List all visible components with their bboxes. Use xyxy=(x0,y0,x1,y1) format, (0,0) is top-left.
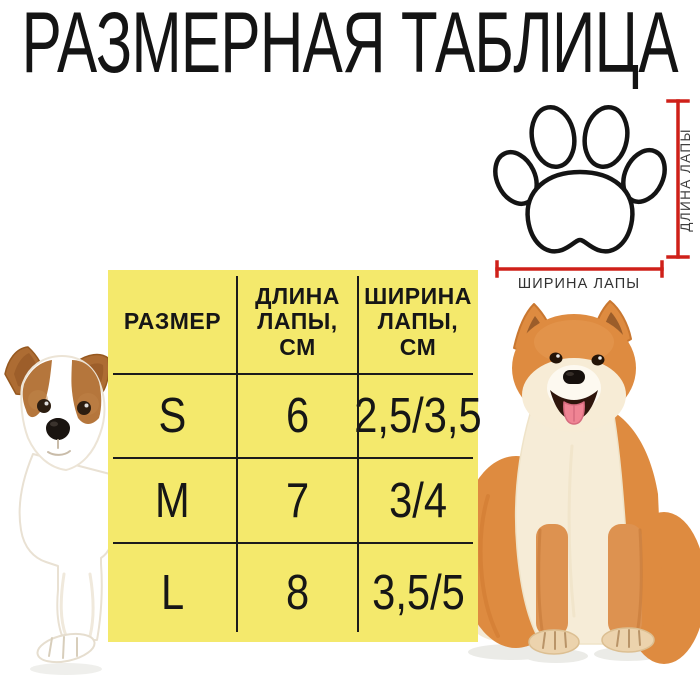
paw-measurement-diagram: ДЛИНА ЛАПЫ ШИРИНА ЛАПЫ xyxy=(493,99,693,292)
shiba-inu-dog-image xyxy=(468,300,700,664)
dog-front-leg xyxy=(536,524,568,636)
dog-nose xyxy=(563,370,585,384)
paw-print-icon xyxy=(493,104,667,254)
dog-paw xyxy=(36,632,96,664)
paw-length-label: ДЛИНА ЛАПЫ xyxy=(678,128,693,232)
table-column-divider xyxy=(236,276,238,632)
cell-length-m: 7 xyxy=(285,473,310,528)
header-cell-paw-length: ДЛИНА ЛАПЫ, СМ xyxy=(255,283,340,360)
dog-eye xyxy=(37,399,51,413)
table-row-divider xyxy=(113,542,473,544)
table-column-divider xyxy=(357,276,359,632)
cell-length-s: 6 xyxy=(285,389,310,443)
dog-front-leg xyxy=(608,524,642,636)
header-cell-paw-width: ШИРИНА ЛАПЫ, СМ xyxy=(364,283,472,360)
cell-width-m: 3/4 xyxy=(389,473,447,528)
cell-size-l: L xyxy=(160,565,185,620)
table-row-divider xyxy=(113,373,473,375)
length-dimension-line xyxy=(666,99,690,259)
cell-width-s: 2,5/3,5 xyxy=(354,389,482,443)
dog-eye xyxy=(77,401,91,415)
header-cell-size: РАЗМЕР xyxy=(123,308,222,335)
dog-body xyxy=(18,453,115,641)
size-table: РАЗМЕР ДЛИНА ЛАПЫ, СМ ШИРИНА ЛАПЫ, СМ S … xyxy=(108,270,482,642)
page-title: РАЗМЕРНАЯ ТАБЛИЦА xyxy=(0,0,700,90)
cell-width-l: 3,5/5 xyxy=(371,565,465,620)
dog-shadow xyxy=(30,663,102,675)
cell-size-m: M xyxy=(155,473,190,528)
jack-russell-dog-image xyxy=(4,346,115,675)
table-row-divider xyxy=(113,457,473,459)
paw-width-label: ШИРИНА ЛАПЫ xyxy=(518,276,640,292)
page-title-text: РАЗМЕРНАЯ ТАБЛИЦА xyxy=(21,0,679,91)
cell-size-s: S xyxy=(158,389,187,443)
cell-length-l: 8 xyxy=(285,565,310,620)
width-dimension-line xyxy=(495,260,664,278)
